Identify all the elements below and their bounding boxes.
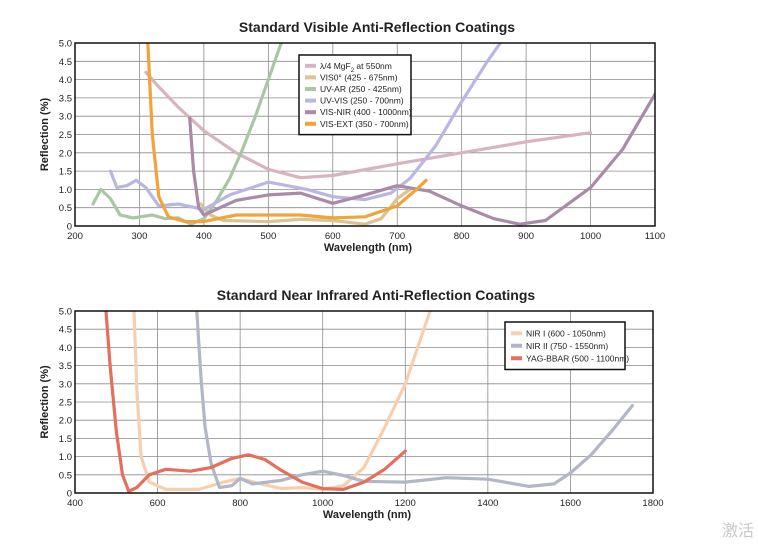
y-tick-label: 4.0 bbox=[59, 343, 72, 354]
x-tick-label: 800 bbox=[454, 231, 470, 242]
legend-label: λ/4 MgF2 at 550nm bbox=[320, 61, 392, 74]
y-axis-label: Reflection (%) bbox=[39, 365, 51, 439]
chart-1: Standard Visible Anti-Reflection Coating… bbox=[39, 19, 665, 254]
chart-2: Standard Near Infrared Anti-Reflection C… bbox=[39, 287, 664, 521]
y-tick-label: 2.0 bbox=[59, 148, 72, 159]
y-tick-label: 5.0 bbox=[59, 39, 72, 50]
series-line bbox=[104, 311, 407, 493]
x-tick-label: 500 bbox=[260, 231, 276, 242]
y-tick-label: 0.5 bbox=[59, 470, 72, 481]
legend-label: UV-VIS (250 - 700nm) bbox=[320, 96, 404, 106]
x-tick-label: 400 bbox=[196, 231, 212, 242]
x-tick-label: 1100 bbox=[645, 231, 665, 242]
series-line bbox=[132, 311, 432, 491]
x-tick-label: 700 bbox=[389, 231, 405, 242]
y-tick-label: 0.5 bbox=[59, 203, 72, 214]
series-line bbox=[146, 43, 428, 224]
y-tick-label: 1.0 bbox=[59, 452, 72, 463]
y-tick-label: 1.5 bbox=[59, 167, 72, 178]
legend-label: VIS-EXT (350 - 700nm) bbox=[320, 119, 409, 129]
plot-frame bbox=[74, 310, 654, 494]
y-tick-label: 3.0 bbox=[59, 379, 72, 390]
legend-label: NIR II (750 - 1550nm) bbox=[526, 341, 608, 351]
chart-title: Standard Visible Anti-Reflection Coating… bbox=[239, 19, 515, 35]
y-tick-label: 3.5 bbox=[59, 93, 72, 104]
series-line bbox=[108, 43, 502, 212]
x-axis-label: Wavelength (nm) bbox=[324, 242, 413, 254]
y-tick-label: 1.5 bbox=[59, 434, 72, 445]
x-tick-label: 1600 bbox=[560, 498, 581, 509]
y-tick-label: 2.5 bbox=[59, 398, 72, 409]
legend-label: VIS-NIR (400 - 1000nm) bbox=[320, 107, 412, 117]
watermark-text: 激活 bbox=[721, 521, 754, 540]
y-tick-label: 2.5 bbox=[59, 130, 72, 141]
legend: NIR I (600 - 1050nm) NIR II (750 - 1550nm… bbox=[504, 321, 629, 371]
y-tick-label: 3.0 bbox=[59, 112, 72, 123]
series-line bbox=[195, 311, 634, 490]
plot-frame bbox=[74, 42, 656, 227]
y-tick-label: 4.0 bbox=[59, 75, 72, 86]
x-tick-label: 1000 bbox=[580, 231, 601, 242]
y-tick-label: 0 bbox=[67, 489, 72, 500]
x-tick-label: 400 bbox=[67, 498, 83, 509]
x-tick-label: 300 bbox=[132, 231, 148, 242]
x-tick-label: 800 bbox=[232, 498, 248, 509]
y-tick-label: 4.5 bbox=[59, 57, 72, 68]
x-tick-label: 600 bbox=[150, 498, 166, 509]
x-tick-label: 600 bbox=[325, 231, 341, 242]
y-tick-label: 5.0 bbox=[59, 307, 72, 318]
series-line bbox=[144, 70, 593, 180]
legend-label: UV-AR (250 - 425nm) bbox=[320, 84, 402, 94]
x-tick-label: 900 bbox=[518, 231, 534, 242]
x-tick-label: 1200 bbox=[395, 498, 416, 509]
y-tick-label: 0 bbox=[67, 222, 72, 233]
series-line bbox=[188, 92, 655, 226]
y-tick-label: 2.0 bbox=[59, 416, 72, 427]
legend-box bbox=[504, 321, 626, 371]
legend-label: VIS0° (425 - 675nm) bbox=[320, 72, 398, 82]
legend-label: NIR I (600 - 1050nm) bbox=[526, 328, 606, 338]
y-axis-label: Reflection (%) bbox=[39, 97, 51, 171]
legend-label: YAG-BBAR (500 - 1100nm) bbox=[526, 353, 629, 363]
chart-title: Standard Near Infrared Anti-Reflection C… bbox=[217, 287, 536, 303]
y-tick-label: 3.5 bbox=[59, 361, 72, 372]
x-tick-label: 1800 bbox=[642, 498, 663, 509]
legend-box bbox=[298, 54, 412, 136]
x-axis-label: Wavelength (nm) bbox=[323, 509, 412, 521]
x-tick-label: 1000 bbox=[312, 498, 333, 509]
y-tick-label: 4.5 bbox=[59, 325, 72, 336]
x-tick-label: 1400 bbox=[477, 498, 498, 509]
x-tick-label: 200 bbox=[67, 231, 83, 242]
y-tick-label: 1.0 bbox=[59, 185, 72, 196]
